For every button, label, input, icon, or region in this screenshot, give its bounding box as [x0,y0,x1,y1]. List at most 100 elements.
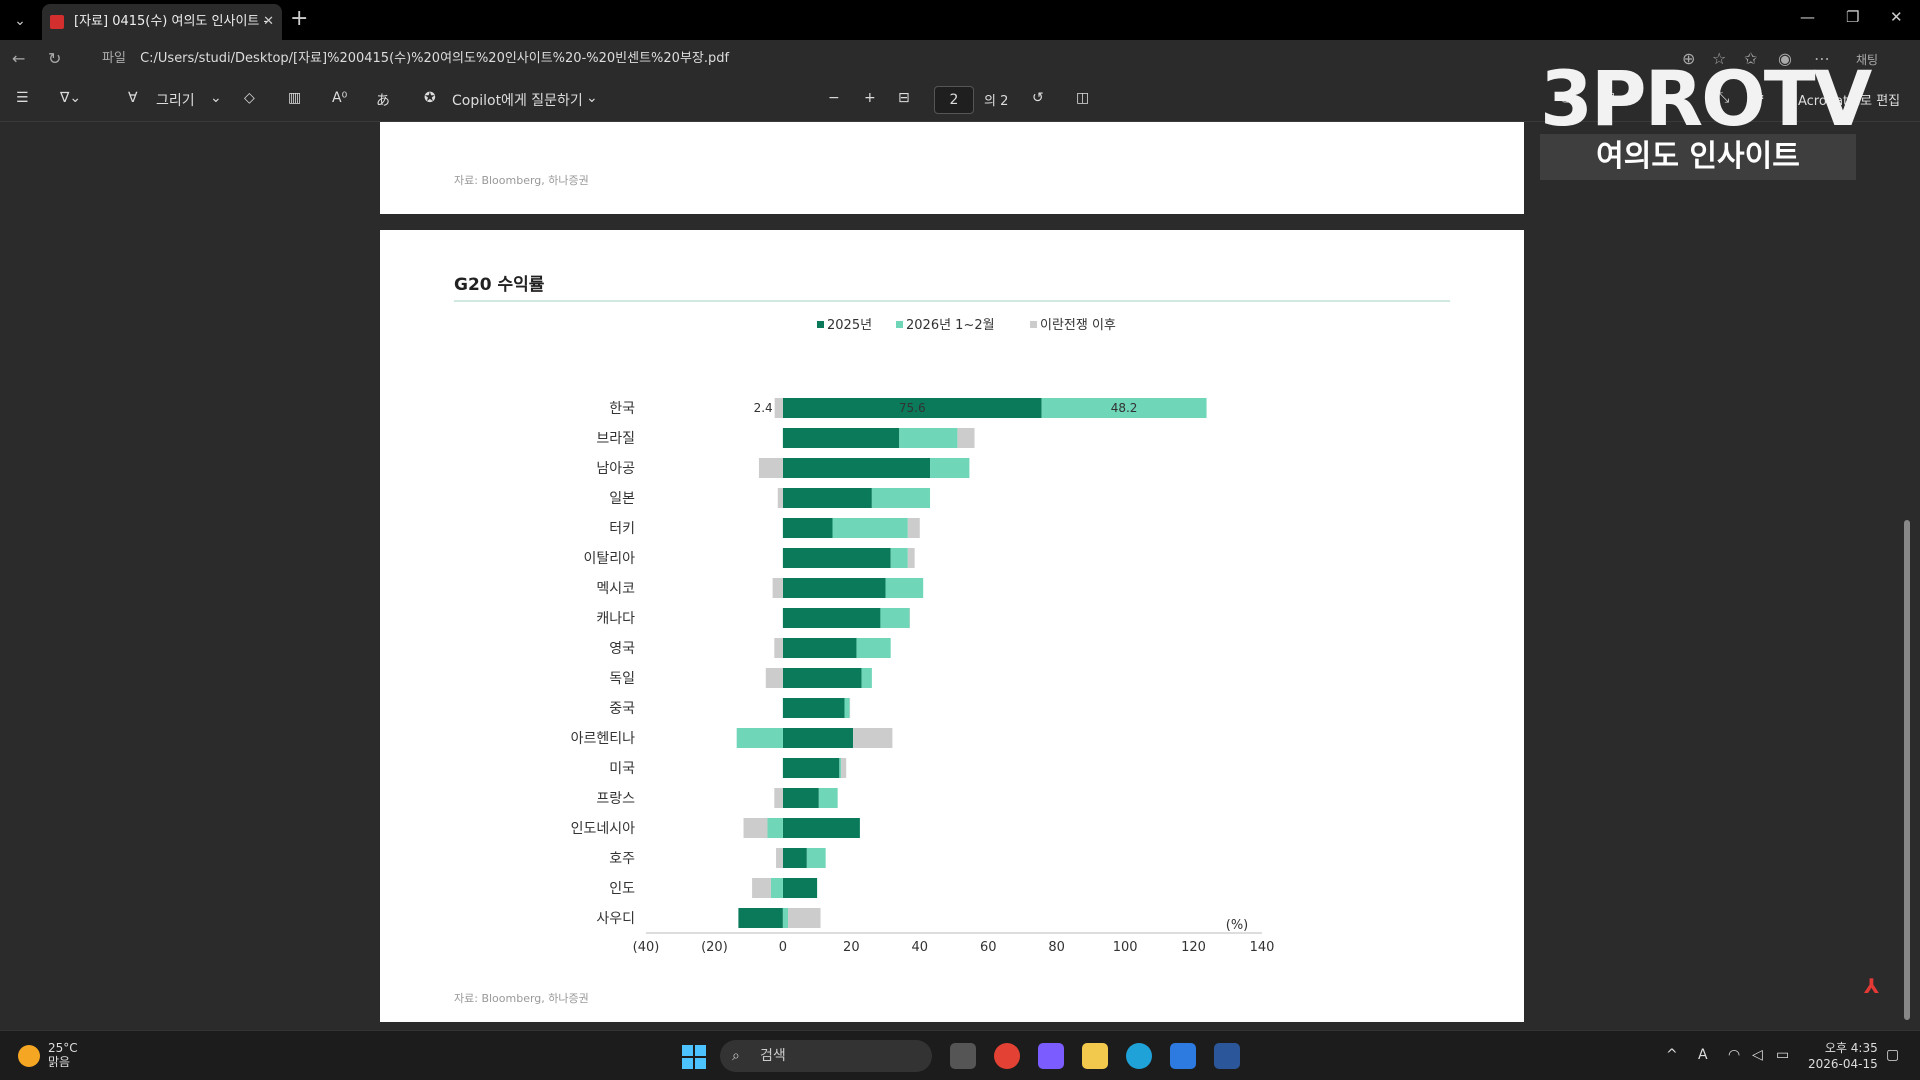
bar-segment [782,608,881,628]
address-bar-row: ← ↻ 파일 C:/Users/studi/Desktop/[자료]%20041… [0,40,1920,78]
chrome-icon[interactable] [994,1043,1020,1069]
search-placeholder: 검색 [760,1048,786,1064]
text-box-icon[interactable]: ▥ [288,90,302,106]
battery-icon[interactable]: ▭ [1776,1047,1790,1063]
bar-segment [890,548,908,568]
favorites-list-icon[interactable]: ✩ [1744,49,1758,68]
copilot-dropdown-icon[interactable]: ⌄ [586,90,598,106]
more-icon[interactable]: ⋯ [1814,49,1830,68]
bar-segment [782,548,891,568]
bar-segment [782,518,833,538]
highlight-icon[interactable]: ∇⌄ [60,90,82,106]
clock-time: 오후 4:35 [1824,1041,1878,1055]
profile-icon[interactable]: ◉ [1778,49,1792,68]
read-aloud-icon[interactable]: A⁰ [332,90,348,106]
word-icon[interactable] [1214,1043,1240,1069]
draw-button[interactable]: 그리기 [156,93,195,109]
expand-icon[interactable]: ⤡ [1718,90,1730,106]
zoom-in-button[interactable]: + [864,90,876,106]
close-window-icon[interactable]: ✕ [1890,8,1903,26]
minimize-icon[interactable]: — [1800,8,1815,26]
chat-button[interactable]: 채팅 [1856,53,1879,67]
translate-icon[interactable]: あ [376,93,390,109]
title-divider [454,300,1450,302]
tab-actions-icon[interactable]: ⌄ [14,13,26,29]
bar-segment [849,698,851,718]
settings-icon[interactable]: ⚙ [1752,90,1765,106]
bar-segment [782,638,857,658]
bar-segment [782,698,845,718]
rotate-icon[interactable]: ↺ [1032,90,1044,106]
back-icon[interactable]: ← [12,49,26,68]
restore-icon[interactable]: ❐ [1846,8,1860,26]
url-field[interactable]: 파일 C:/Users/studi/Desktop/[자료]%200415(수)… [82,45,1682,73]
acrobat-icon[interactable]: ⅄ [1864,974,1880,998]
edge-icon[interactable] [1126,1043,1152,1069]
system-clock[interactable]: 오후 4:35 2026-04-15 [1808,1040,1878,1072]
tab-close-icon[interactable]: ✕ [263,14,274,29]
category-label: 독일 [609,671,635,687]
draw-icon[interactable]: ∀ [128,90,138,106]
page-view-icon[interactable]: ◫ [1076,90,1090,106]
copilot-button[interactable]: Copilot에게 질문하기 [452,93,583,109]
bar-segment [752,878,771,898]
eraser-icon[interactable]: ◇ [244,90,255,106]
store-icon[interactable] [1170,1043,1196,1069]
pdf-file-icon [50,15,64,29]
volume-icon[interactable]: ◁ [1752,1047,1763,1063]
clock-date: 2026-04-15 [1808,1057,1878,1071]
weather-widget[interactable]: 25°C 맑음 [18,1041,78,1069]
bar-segment [909,608,911,628]
fit-page-icon[interactable]: ⊟ [898,90,910,106]
taskbar-search[interactable]: ⌕ 검색 [720,1040,932,1072]
bar-segment [856,638,891,658]
zoom-icon[interactable]: ⊕ [1682,49,1696,68]
scrollbar-thumb[interactable] [1904,520,1910,1020]
contents-icon[interactable]: ☰ [16,90,29,106]
file-explorer-icon[interactable] [1082,1043,1108,1069]
notification-icon[interactable]: ▢ [1886,1047,1900,1063]
category-label: 남아공 [596,461,635,477]
legend-label: 2026년 1~2월 [906,318,995,333]
bar-segment [774,788,783,808]
bar-segment [871,488,931,508]
vertical-scrollbar[interactable] [1902,130,1912,1020]
taskbar: 25°C 맑음 ⌕ 검색 ^ A ◠ ◁ ▭ 오후 4:35 2026-04-1… [0,1030,1920,1080]
pdf-viewer[interactable]: 자료: Bloomberg, 하나증권 G20 수익률 2025년 2026년 1… [0,122,1920,1030]
x-tick-label: 140 [1250,940,1275,955]
bar-segment [774,638,783,658]
wifi-icon[interactable]: ◠ [1728,1047,1741,1063]
search-icon: ⌕ [732,1048,740,1064]
new-tab-button[interactable]: + [290,6,309,31]
total-pages-label: 의 2 [984,94,1009,109]
temperature: 25°C [48,1041,78,1055]
category-label: 아르헨티나 [571,731,636,747]
bar-segment [899,428,958,448]
bar-segment [782,578,886,598]
refresh-icon[interactable]: ↻ [48,49,62,68]
browser-tab[interactable]: [자료] 0415(수) 여의도 인사이트 - ✕ [42,4,282,40]
share-icon[interactable]: ⤢ [1672,90,1684,106]
bar-segment [907,548,915,568]
print-icon[interactable]: ⎙ [1562,90,1574,106]
copilot-app-icon[interactable] [1038,1043,1064,1069]
draw-dropdown-icon[interactable]: ⌄ [210,90,222,106]
x-tick-label: 80 [1048,940,1065,955]
bar-segment [743,818,768,838]
legend-swatch [817,321,824,328]
favorite-icon[interactable]: ☆ [1712,49,1727,68]
page2-source-note: 자료: Bloomberg, 하나증권 [454,992,589,1005]
zoom-out-button[interactable]: − [828,90,840,106]
windows-start-icon[interactable] [682,1045,706,1069]
acrobat-edit-button[interactable]: Acrobat으로 편집 [1798,94,1901,109]
category-label: 인도네시아 [571,821,636,837]
page-number-input[interactable]: 2 [934,86,974,114]
ime-icon[interactable]: A [1698,1047,1708,1063]
bar-segment [767,818,783,838]
category-label: 브라질 [596,431,635,447]
tray-overflow-icon[interactable]: ^ [1666,1047,1678,1063]
save-icon[interactable]: ▤ [1602,90,1616,106]
copilot-icon[interactable]: ✪ [424,90,436,106]
task-view-icon[interactable] [950,1043,976,1069]
url-text: C:/Users/studi/Desktop/[자료]%200415(수)%20… [140,51,730,66]
